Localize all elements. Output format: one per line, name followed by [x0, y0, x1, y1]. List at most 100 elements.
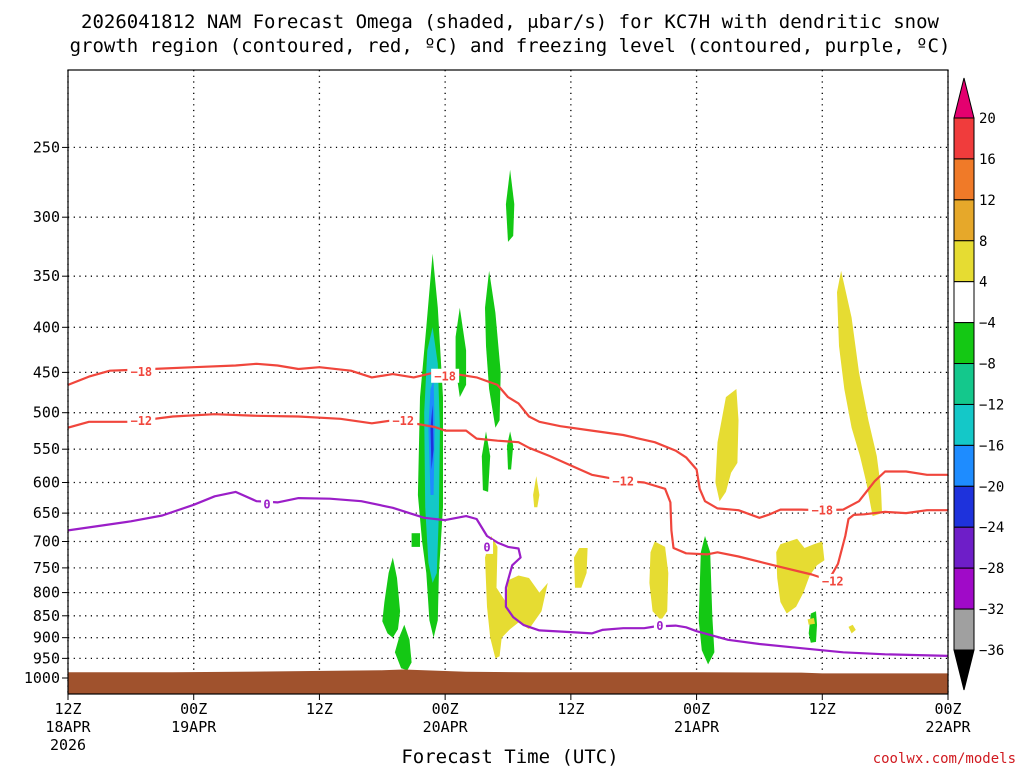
y-tick-label-750: 750 [33, 559, 60, 577]
contour-label-dgz-minus18-0: −18 [130, 365, 152, 379]
contour-label-dgz-minus12-1: −12 [392, 414, 414, 428]
omega-colorbar: 20 16 12 8 4 −4 −8 −12 −16 −20 −24 −28 −32 −36 [953, 77, 1004, 691]
x-tick-label-36-line2: 20APR [423, 718, 469, 736]
temperature-contours: −18 −18 −18 −12 −12 −12 −12 0 0 0 [68, 362, 948, 657]
colorbar-swatch-13 [953, 608, 975, 651]
x-tick-label-36-line1: 00Z [432, 700, 459, 718]
contour-label-bg-dgz-minus18-2 [808, 503, 837, 518]
chart-title-line-1: 2026041812 NAM Forecast Omega (shaded, μ… [81, 11, 939, 33]
omega-region-green-high-42z [505, 169, 515, 242]
x-axis-label: Forecast Time (UTC) [401, 746, 618, 768]
colorbar-level-label-11: −28 [979, 561, 1004, 577]
contour-label-bg-freezing-level-0-0 [261, 497, 274, 512]
omega-region-yellow-15z-21-tall [837, 270, 882, 517]
colorbar-swatch-6 [953, 322, 975, 365]
omega-region-yellow-48z [574, 548, 588, 588]
y-tick-label-400: 400 [33, 318, 60, 336]
x-tick-label-48-line1: 12Z [557, 700, 584, 718]
colorbar-swatch-2 [953, 158, 975, 201]
colorbar-top-arrow [953, 77, 975, 119]
colorbar-level-label-8: −16 [979, 438, 1004, 454]
omega-region-yellow-55z [649, 541, 669, 621]
contour-label-bg-dgz-minus12-2 [609, 474, 638, 489]
contour-label-freezing-level-0-2: 0 [656, 619, 663, 633]
colorbar-swatch-5 [953, 281, 975, 324]
colorbar-swatch-1 [953, 117, 975, 160]
omega-region-yellow-10z-21-small [807, 618, 815, 625]
contour-line-dgz-minus12 [68, 413, 948, 582]
omega-region-green-strip-19z [382, 557, 401, 638]
colorbar-swatch-8 [953, 403, 975, 446]
y-tick-label-1000: 1000 [24, 669, 60, 687]
ground-fill [68, 669, 948, 694]
y-tick-label-300: 300 [33, 208, 60, 226]
y-tick-label-450: 450 [33, 363, 60, 381]
contour-label-bg-freezing-level-0-2 [653, 618, 666, 633]
contour-line-freezing-level-0 [68, 490, 948, 657]
omega-shaded-regions [382, 169, 882, 671]
x-tick-label-0-line1: 12Z [54, 700, 81, 718]
y-tick-label-700: 700 [33, 532, 60, 550]
x-tick-label-0-line2: 18APR [45, 718, 91, 736]
y-tick-label-250: 250 [33, 138, 60, 156]
omega-region-green-42z-mid [507, 431, 514, 470]
omega-region-dark-blue-core [430, 405, 434, 470]
colorbar-swatch-7 [953, 363, 975, 405]
x-tick-label-72-line1: 12Z [809, 700, 836, 718]
colorbar-level-label-6: −8 [979, 357, 996, 373]
colorbar-level-label-12: −32 [979, 602, 1004, 618]
omega-region-yellow-44z [533, 476, 540, 508]
contour-label-bg-dgz-minus12-3 [818, 573, 847, 588]
colorbar-level-label-5: −4 [979, 316, 996, 332]
source-credit: coolwx.com/models [873, 751, 1016, 767]
x-tick-label-12-line2: 19APR [171, 718, 217, 736]
y-tick-label-600: 600 [33, 473, 60, 491]
contour-label-freezing-level-0-0: 0 [263, 498, 270, 512]
x-tick-label-24-line1: 12Z [306, 700, 333, 718]
y-tick-label-650: 650 [33, 504, 60, 522]
omega-region-yellow-39z-low [485, 536, 548, 659]
colorbar-level-label-2: 12 [979, 193, 996, 209]
colorbar-level-label-0: 20 [979, 111, 996, 127]
colorbar-swatch-4 [953, 240, 975, 283]
plot-frame [67, 69, 949, 695]
x-tick-label-0-line3: 2026 [50, 736, 86, 754]
contour-label-dgz-minus12-0: −12 [130, 414, 152, 428]
colorbar-level-label-4: 4 [979, 275, 987, 291]
y-tick-label-550: 550 [33, 440, 60, 458]
contour-label-freezing-level-0-1: 0 [483, 540, 490, 554]
y-tick-label-950: 950 [33, 649, 60, 667]
contour-label-bg-dgz-minus18-1 [431, 368, 460, 383]
colorbar-bottom-arrow [953, 649, 975, 691]
colorbar-swatch-9 [953, 444, 975, 487]
omega-region-green-39z-mid [481, 431, 491, 492]
chart-title-line-2: growth region (contoured, red, ºC) and f… [70, 35, 951, 57]
colorbar-swatch-10 [953, 485, 975, 528]
plot-area: −18 −18 −18 −12 −12 −12 −12 0 0 0 [67, 69, 949, 695]
y-tick-label-350: 350 [33, 267, 60, 285]
y-tick-label-800: 800 [33, 584, 60, 602]
contour-label-bg-dgz-minus12-0 [127, 413, 156, 428]
y-tick-label-900: 900 [33, 629, 60, 647]
omega-region-green-40z [485, 270, 501, 428]
colorbar-level-label-13: −36 [979, 643, 1004, 659]
x-tick-label-84-line1: 00Z [934, 700, 961, 718]
ground-terrain [68, 669, 948, 694]
y-axis-pressure-ticks: 250 300 350 400 450 500 550 600 650 700 750 800 850 9… [24, 138, 68, 687]
omega-region-green-37z [455, 307, 467, 398]
colorbar-level-label-3: 8 [979, 234, 987, 250]
contour-label-bg-dgz-minus18-0 [127, 364, 156, 379]
colorbar-level-label-10: −24 [979, 520, 1004, 536]
contour-label-dgz-minus12-2: −12 [612, 475, 634, 489]
x-tick-label-12-line1: 00Z [180, 700, 207, 718]
x-tick-label-60-line2: 21APR [674, 718, 720, 736]
omega-region-yellow-13z-21-small [848, 624, 856, 634]
contour-label-dgz-minus18-1: −18 [434, 369, 456, 383]
omega-region-yellow-03z-21-tall [715, 389, 739, 502]
x-tick-label-60-line1: 00Z [683, 700, 710, 718]
omega-region-green-strip-21z [394, 624, 412, 671]
y-tick-label-500: 500 [33, 404, 60, 422]
contour-label-bg-dgz-minus12-1 [389, 413, 418, 428]
